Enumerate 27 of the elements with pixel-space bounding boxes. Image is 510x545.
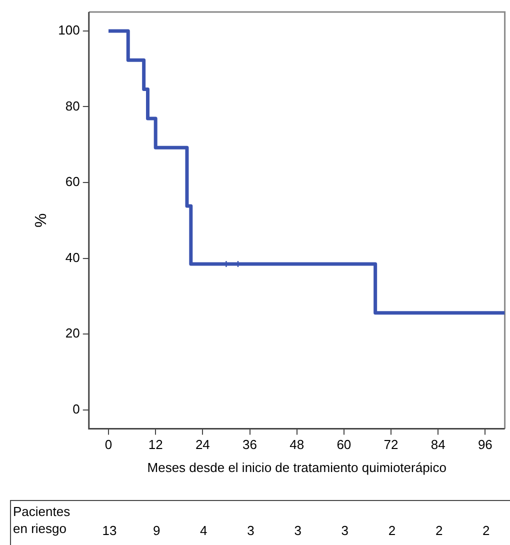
text: 3 [293, 523, 302, 538]
x-tick-label: 24 [195, 437, 210, 452]
x-tick-label: 72 [384, 437, 398, 452]
y-tick-label: 0 [72, 401, 80, 416]
y-tick-label: 20 [65, 326, 80, 341]
text: 2 [434, 523, 444, 538]
text: 3 [340, 523, 350, 538]
y-tick-label: 80 [65, 98, 80, 114]
text: 4 [199, 523, 208, 538]
y-axis-title: % [33, 213, 50, 228]
text: 3 [246, 523, 256, 538]
x-axis-title: Meses desde el inicio de tratamiento quimioterápico [147, 460, 446, 475]
text: Pacientes en riesgo [13, 503, 72, 537]
x-tick-label: 48 [290, 437, 304, 452]
x-tick-label: 84 [430, 437, 446, 452]
y-tick-label: 100 [58, 22, 80, 38]
y-tick-label: 60 [65, 174, 80, 190]
x-tick-label: 60 [336, 437, 352, 452]
text: 2 [387, 523, 397, 538]
text: 13 [101, 523, 118, 538]
y-tick-label: 40 [65, 250, 80, 265]
x-tick-label: 12 [148, 437, 163, 452]
text: 2 [482, 523, 491, 538]
x-tick-label: 0 [104, 437, 112, 452]
x-tick-label: 96 [478, 437, 492, 452]
x-tick-label: 36 [242, 437, 257, 452]
text: 9 [152, 523, 162, 538]
